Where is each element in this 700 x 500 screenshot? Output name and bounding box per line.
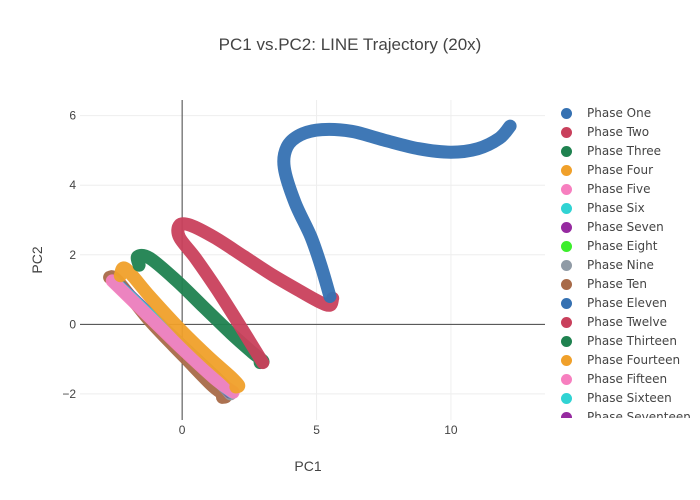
legend-label: Phase Seven xyxy=(587,220,664,234)
y-axis-label: PC2 xyxy=(29,246,45,273)
legend-item-phase-three[interactable]: Phase Three xyxy=(555,142,695,161)
legend-label: Phase Nine xyxy=(587,258,654,272)
legend-swatch xyxy=(561,222,572,233)
legend-item-phase-seventeen[interactable]: Phase Seventeen xyxy=(555,408,695,418)
legend-item-phase-twelve[interactable]: Phase Twelve xyxy=(555,313,695,332)
legend: Phase One Phase Two Phase Three Phase Four P… xyxy=(555,104,695,418)
legend-swatch xyxy=(561,336,572,347)
legend-label: Phase Eight xyxy=(587,239,658,253)
legend-swatch xyxy=(561,355,572,366)
legend-item-phase-ten[interactable]: Phase Ten xyxy=(555,275,695,294)
series-line-phase-two xyxy=(171,217,340,370)
legend-label: Phase Fourteen xyxy=(587,353,681,367)
legend-label: Phase Sixteen xyxy=(587,391,672,405)
series-line-phase-five xyxy=(105,274,240,399)
legend-item-phase-fifteen[interactable]: Phase Fifteen xyxy=(555,370,695,389)
legend-swatch xyxy=(561,298,572,309)
plot-area xyxy=(103,119,517,404)
legend-item-phase-eleven[interactable]: Phase Eleven xyxy=(555,294,695,313)
legend-item-phase-five[interactable]: Phase Five xyxy=(555,180,695,199)
series-line-phase-four xyxy=(113,261,246,394)
x-tick-label: 5 xyxy=(313,423,320,437)
x-tick-label: 0 xyxy=(179,423,186,437)
legend-swatch xyxy=(561,393,572,404)
legend-swatch xyxy=(561,412,572,418)
chart-title: PC1 vs.PC2: LINE Trajectory (20x) xyxy=(219,35,482,54)
legend-swatch xyxy=(561,108,572,119)
legend-swatch xyxy=(561,260,572,271)
legend-item-phase-sixteen[interactable]: Phase Sixteen xyxy=(555,389,695,408)
legend-label: Phase Ten xyxy=(587,277,647,291)
legend-swatch xyxy=(561,317,572,328)
legend-label: Phase Twelve xyxy=(587,315,668,329)
grid xyxy=(80,100,545,420)
y-tick-label: 6 xyxy=(69,109,76,123)
legend-item-phase-two[interactable]: Phase Two xyxy=(555,123,695,142)
y-tick-label: −2 xyxy=(62,387,76,401)
legend-swatch xyxy=(561,279,572,290)
legend-swatch xyxy=(561,184,572,195)
x-axis-label: PC1 xyxy=(294,458,321,474)
legend-item-phase-one[interactable]: Phase One xyxy=(555,104,695,123)
legend-label: Phase Eleven xyxy=(587,296,668,310)
x-tick-label: 10 xyxy=(444,423,458,437)
legend-label: Phase Six xyxy=(587,201,645,215)
legend-swatch xyxy=(561,127,572,138)
legend-label: Phase Thirteen xyxy=(587,334,677,348)
y-tick-label: 0 xyxy=(69,317,76,331)
legend-swatch xyxy=(561,374,572,385)
legend-label: Phase Five xyxy=(587,182,651,196)
legend-label: Phase Two xyxy=(587,125,650,139)
legend-swatch xyxy=(561,165,572,176)
legend-item-phase-thirteen[interactable]: Phase Thirteen xyxy=(555,332,695,351)
axis-ticks: 0 5 10 −2 0 2 4 6 xyxy=(62,109,458,437)
legend-item-phase-six[interactable]: Phase Six xyxy=(555,199,695,218)
series-line-phase-one xyxy=(277,119,517,303)
legend-swatch xyxy=(561,203,572,214)
legend-label: Phase Seventeen xyxy=(587,410,691,418)
legend-item-phase-eight[interactable]: Phase Eight xyxy=(555,237,695,256)
y-tick-label: 2 xyxy=(69,248,76,262)
legend-item-phase-seven[interactable]: Phase Seven xyxy=(555,218,695,237)
legend-label: Phase Fifteen xyxy=(587,372,668,386)
legend-label: Phase One xyxy=(587,106,652,120)
legend-label: Phase Three xyxy=(587,144,662,158)
legend-item-phase-four[interactable]: Phase Four xyxy=(555,161,695,180)
y-tick-label: 4 xyxy=(69,178,76,192)
legend-swatch xyxy=(561,146,572,157)
legend-item-phase-nine[interactable]: Phase Nine xyxy=(555,256,695,275)
legend-item-phase-fourteen[interactable]: Phase Fourteen xyxy=(555,351,695,370)
legend-swatch xyxy=(561,241,572,252)
legend-label: Phase Four xyxy=(587,163,653,177)
